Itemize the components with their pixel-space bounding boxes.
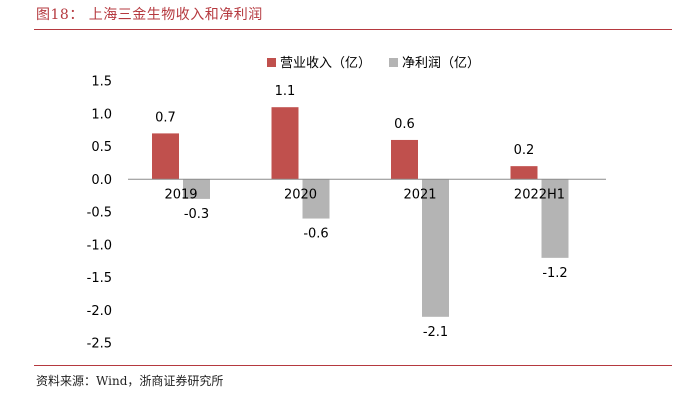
y-tick-label: 0.5 <box>91 140 112 155</box>
bar-revenue <box>511 166 538 179</box>
x-category-label: 2019 <box>164 187 197 202</box>
legend-label-revenue: 营业收入（亿） <box>280 56 371 71</box>
x-category-label: 2021 <box>403 187 436 202</box>
legend-swatch-net-profit <box>389 58 398 67</box>
y-tick-label: 1.0 <box>91 107 112 122</box>
bar-revenue <box>152 133 179 179</box>
y-tick-label: -1.0 <box>87 238 112 253</box>
bar-revenue <box>272 107 299 179</box>
y-tick-label: -2.5 <box>87 337 112 352</box>
data-label: -0.6 <box>303 227 328 242</box>
source-rule <box>34 365 672 366</box>
data-label: -2.1 <box>423 325 448 340</box>
x-category-label: 2020 <box>284 187 317 202</box>
x-category-label: 2022H1 <box>514 187 565 202</box>
bar-revenue <box>391 140 418 179</box>
y-tick-label: 1.5 <box>91 75 112 90</box>
y-tick-label: -0.5 <box>87 206 112 221</box>
data-label: 1.1 <box>275 84 296 99</box>
data-label: 0.6 <box>394 117 415 132</box>
y-tick-label: -1.5 <box>87 271 112 286</box>
chart: 1.5 1.0 0.5 0.0 -0.5 -1.0 -1.5 -2.0 -2.5 0.7 -0.3 2… <box>0 0 674 400</box>
data-label: -1.2 <box>542 266 567 281</box>
data-label: 0.7 <box>155 110 176 125</box>
data-label: 0.2 <box>514 143 535 158</box>
y-tick-label: -2.0 <box>87 304 112 319</box>
y-tick-label: 0.0 <box>91 173 112 188</box>
legend-label-net-profit: 净利润（亿） <box>402 56 480 71</box>
legend-swatch-revenue <box>267 58 276 67</box>
source-note: 资料来源：Wind，浙商证券研究所 <box>36 372 223 389</box>
data-label: -0.3 <box>184 207 209 222</box>
